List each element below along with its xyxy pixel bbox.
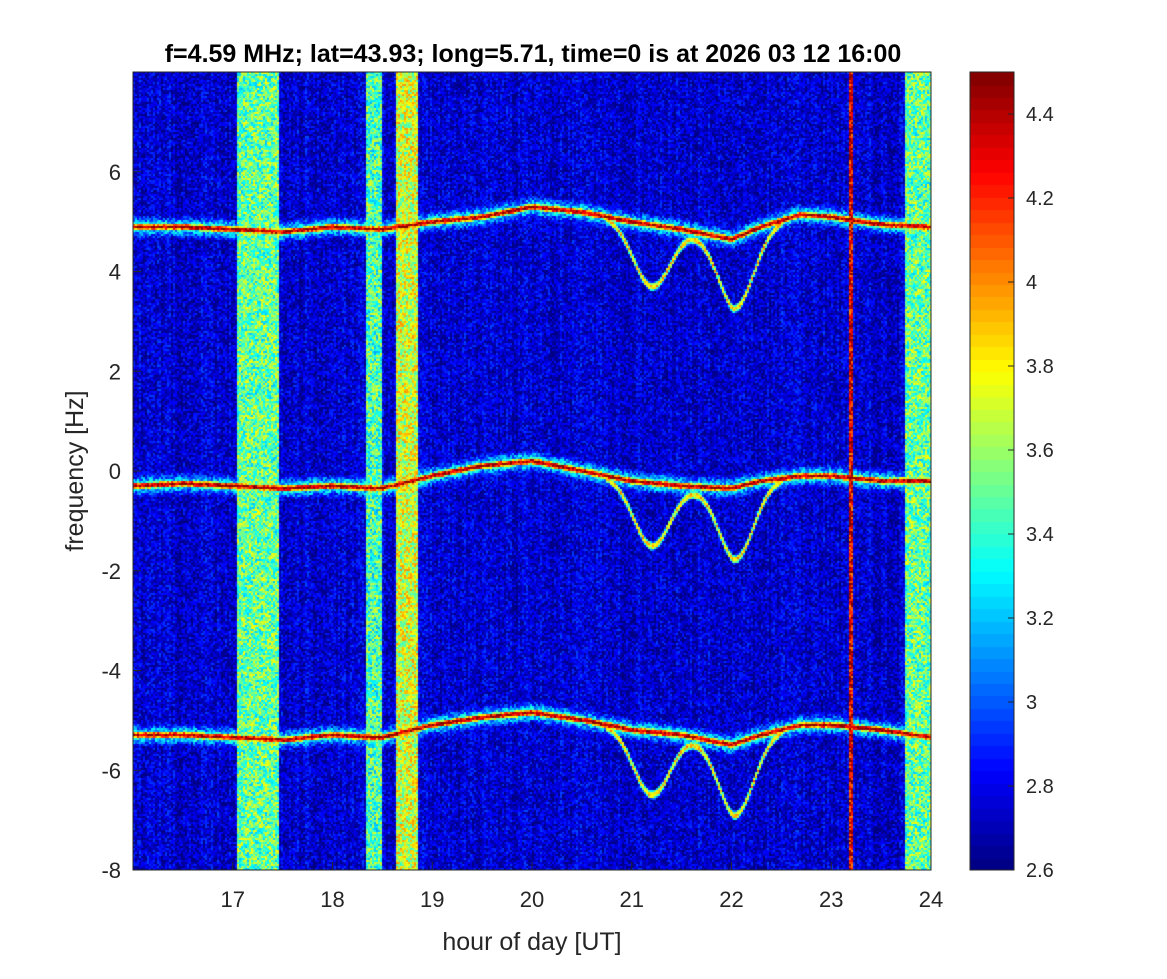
x-tick-label: 23 (819, 887, 843, 912)
colorbar-tick-label: 2.8 (1026, 776, 1054, 798)
y-tick-label: 4 (109, 260, 121, 285)
colorbar-gradient (970, 72, 1014, 870)
y-tick-label: -8 (101, 858, 121, 883)
y-tick-label: 6 (109, 160, 121, 185)
y-tick-label: 0 (109, 459, 121, 484)
x-tick-label: 19 (420, 887, 444, 912)
x-axis-label: hour of day [UT] (442, 928, 621, 956)
heatmap-image (133, 72, 931, 870)
colorbar-tick-label: 4 (1026, 272, 1037, 294)
x-tick-label: 17 (221, 887, 245, 912)
colorbar-tick-label: 2.6 (1026, 860, 1054, 882)
chart-title: f=4.59 MHz; lat=43.93; long=5.71, time=0… (165, 40, 902, 68)
colorbar-axis: 2.6 2.8 3 3.2 3.4 3.6 3.8 4 4.2 4.4 (1008, 104, 1054, 882)
y-axis: -8 -6 -4 -2 0 2 4 6 (101, 160, 141, 883)
x-tick-label: 24 (919, 887, 943, 912)
x-axis: 17 18 19 20 21 22 23 24 (221, 862, 943, 912)
y-tick-label: -2 (101, 559, 121, 584)
colorbar-tick-label: 3.2 (1026, 608, 1054, 630)
x-tick-label: 18 (320, 887, 344, 912)
colorbar-frame (969, 71, 1015, 871)
x-tick-label: 21 (620, 887, 644, 912)
y-axis-label: frequency [Hz] (61, 390, 89, 551)
colorbar-tick-label: 4.2 (1026, 188, 1054, 210)
colorbar-tick-label: 3.6 (1026, 440, 1054, 462)
colorbar-tick-label: 3.4 (1026, 524, 1054, 546)
y-tick-label: 2 (109, 359, 121, 384)
y-tick-label: -4 (101, 659, 121, 684)
x-tick-label: 20 (520, 887, 544, 912)
colorbar-tick-label: 3.8 (1026, 356, 1054, 378)
y-tick-label: -6 (101, 758, 121, 783)
x-tick-label: 22 (719, 887, 743, 912)
colorbar-tick-label: 4.4 (1026, 104, 1054, 126)
colorbar-tick-label: 3 (1026, 692, 1037, 714)
